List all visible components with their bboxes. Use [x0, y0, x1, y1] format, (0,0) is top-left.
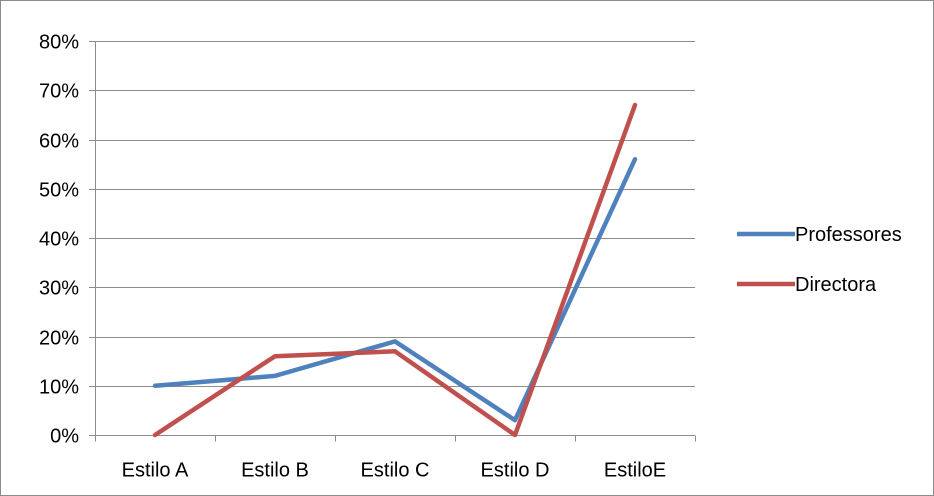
y-tick-label: 30% — [39, 278, 79, 300]
y-tick-label: 50% — [39, 180, 79, 202]
y-tick-labels: 0% 10% 20% 30% 40% 50% 60% 70% 80% — [39, 32, 79, 448]
legend-label: Directora — [795, 274, 877, 296]
axes — [89, 41, 696, 442]
legend-entry-directora: Directora — [737, 274, 877, 296]
legend-label: Professores — [795, 224, 902, 246]
series-line-directora — [152, 102, 638, 438]
x-tick-labels: Estilo A Estilo B Estilo C Estilo D EstiloE — [122, 460, 666, 482]
y-tick-label: 20% — [39, 328, 79, 350]
y-tick-label: 10% — [39, 377, 79, 399]
x-tick-label: Estilo B — [241, 460, 309, 482]
legend: Professores Directora — [737, 224, 902, 296]
legend-entry-professores: Professores — [737, 224, 902, 246]
gridlines — [95, 41, 695, 387]
y-tick-label: 0% — [50, 426, 79, 448]
y-tick-label: 70% — [39, 81, 79, 103]
x-tick-label: Estilo A — [122, 460, 189, 482]
y-tick-label: 60% — [39, 131, 79, 153]
y-tick-label: 80% — [39, 32, 79, 54]
x-tick-label: EstiloE — [604, 460, 666, 482]
x-tick-label: Estilo C — [361, 460, 430, 482]
series-line-professores — [152, 156, 638, 423]
y-tick-label: 40% — [39, 229, 79, 251]
series-lines — [152, 102, 638, 438]
x-tick-label: Estilo D — [481, 460, 550, 482]
